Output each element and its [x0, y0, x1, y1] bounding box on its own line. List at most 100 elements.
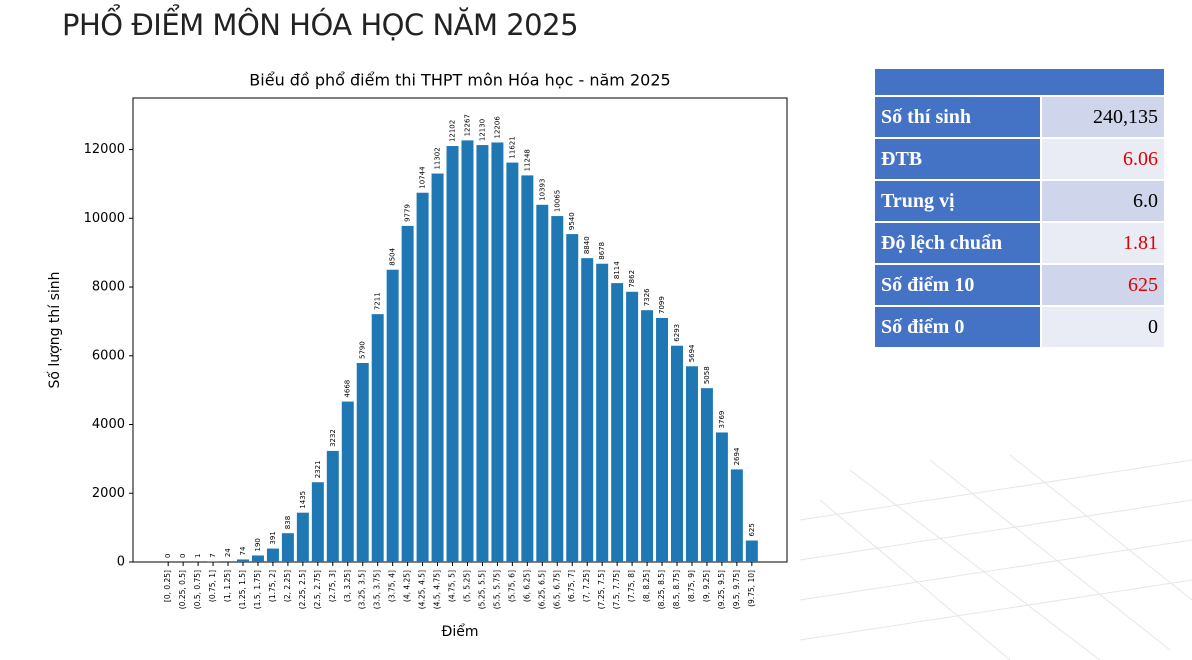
x-tick-label: (3.25, 3.5]: [358, 570, 367, 609]
y-tick-label: 2000: [92, 486, 125, 501]
value-label: 0: [179, 554, 187, 558]
bar: [715, 432, 728, 562]
y-tick-label: 8000: [92, 280, 125, 295]
x-tick-label: (9.5, 9.75]: [732, 570, 741, 609]
row-label: Độ lệch chuẩn: [875, 223, 1042, 263]
y-tick-label: 0: [117, 555, 125, 570]
x-tick-label: (1.5, 1.75]: [253, 570, 262, 609]
table-row: Độ lệch chuẩn 1.81: [875, 223, 1164, 263]
value-label: 5790: [359, 341, 367, 359]
value-label: 12130: [478, 119, 486, 141]
bar: [341, 401, 354, 562]
bar: [296, 512, 309, 562]
bar: [446, 146, 459, 562]
table-body: Số thí sinh 240,135 ĐTB 6.06 Trung vị 6.0 Độ l…: [875, 69, 1164, 347]
row-value: 6.0: [1042, 181, 1164, 221]
value-label: 8840: [583, 236, 591, 254]
bar: [685, 366, 698, 562]
value-label: 7862: [628, 270, 636, 288]
x-tick-label: (8.25, 8.5]: [657, 570, 666, 609]
slide-title: PHỔ ĐIỂM MÔN HÓA HỌC NĂM 2025: [62, 8, 579, 42]
bar: [416, 192, 429, 563]
bar: [700, 388, 713, 562]
header-cell: [1042, 69, 1164, 95]
value-label: 11248: [523, 149, 531, 171]
value-label: 0: [164, 554, 172, 558]
x-tick-label: (7.5, 7.75]: [612, 570, 621, 609]
value-label: 3232: [329, 429, 337, 447]
value-label: 6293: [673, 324, 681, 342]
value-label: 11621: [508, 136, 516, 158]
value-label: 8504: [389, 247, 397, 265]
bar: [596, 263, 609, 562]
x-tick-label: (0.75, 1]: [208, 570, 217, 602]
value-label: 7: [209, 553, 217, 557]
value-label: 1: [194, 553, 202, 557]
value-label: 4668: [344, 380, 352, 398]
chart-title: Biểu đồ phổ điểm thi THPT môn Hóa học - …: [249, 71, 670, 90]
row-label: Số điểm 10: [875, 265, 1042, 305]
bar: [222, 561, 235, 562]
value-label: 5058: [703, 366, 711, 384]
bar: [611, 283, 624, 562]
table-row: Số thí sinh 240,135: [875, 97, 1164, 137]
x-tick-label: (6.75, 7]: [567, 570, 576, 602]
y-tick-label: 4000: [92, 417, 125, 432]
bar: [745, 540, 758, 562]
bar: [581, 258, 594, 562]
bar: [566, 234, 579, 562]
x-tick-label: [0, 0.25]: [163, 570, 172, 602]
value-label: 7326: [643, 288, 651, 306]
x-tick-label: (3.5, 3.75]: [373, 570, 382, 609]
value-label: 5694: [688, 344, 696, 362]
x-tick-label: (1.25, 1.5]: [238, 570, 247, 609]
value-label: 7211: [374, 292, 382, 310]
bar: [521, 175, 534, 562]
value-label: 2694: [733, 447, 741, 465]
y-tick-label: 10000: [84, 211, 125, 226]
row-value: 240,135: [1042, 97, 1164, 137]
bar: [311, 482, 324, 562]
value-label: 10065: [553, 190, 561, 212]
bar: [386, 269, 399, 562]
bar: [356, 362, 369, 562]
x-tick-label: (6.25, 6.5]: [537, 570, 546, 609]
x-tick-label: (5.5, 5.75]: [492, 570, 501, 609]
x-tick-label: (8.75, 9]: [687, 570, 696, 602]
bar: [461, 140, 474, 562]
bar: [266, 548, 279, 562]
x-tick-label: (3, 3.25]: [343, 570, 352, 602]
bar: [476, 145, 489, 562]
bar: [371, 314, 384, 562]
y-axis-label: Số lượng thí sinh: [46, 271, 63, 388]
x-tick-label: (9, 9.25]: [702, 570, 711, 602]
row-label: Trung vị: [875, 181, 1042, 221]
bar: [237, 559, 249, 562]
plot-frame: [132, 97, 788, 563]
value-label: 8678: [598, 242, 606, 260]
x-tick-label: (3.75, 4]: [388, 570, 397, 602]
value-label: 7099: [658, 296, 666, 314]
table-row: ĐTB 6.06: [875, 139, 1164, 179]
bar: [431, 173, 444, 562]
bar: [656, 318, 669, 562]
x-tick-label: (0.5, 0.75]: [193, 570, 202, 609]
row-value: 1.81: [1042, 223, 1164, 263]
value-label: 11302: [434, 147, 442, 169]
x-tick-label: (7.75, 8]: [627, 570, 636, 602]
x-tick-label: (6.5, 6.75]: [552, 570, 561, 609]
value-label: 12206: [493, 116, 501, 139]
bar: [641, 310, 654, 562]
stats-table: Số thí sinh 240,135 ĐTB 6.06 Trung vị 6.0 Độ l…: [875, 67, 1164, 349]
chart: Biểu đồ phổ điểm thi THPT môn Hóa học - …: [32, 60, 800, 652]
x-tick-label: (9.75, 10]: [747, 570, 756, 607]
bar: [730, 469, 743, 562]
table-row: Số điểm 10 625: [875, 265, 1164, 305]
x-tick-label: (7, 7.25]: [582, 570, 591, 602]
x-tick-label: (2.25, 2.5]: [298, 570, 307, 609]
x-tick-label: (1.75, 2]: [268, 570, 277, 602]
x-tick-label: (0.25, 0.5]: [178, 570, 187, 609]
bar: [536, 204, 549, 562]
